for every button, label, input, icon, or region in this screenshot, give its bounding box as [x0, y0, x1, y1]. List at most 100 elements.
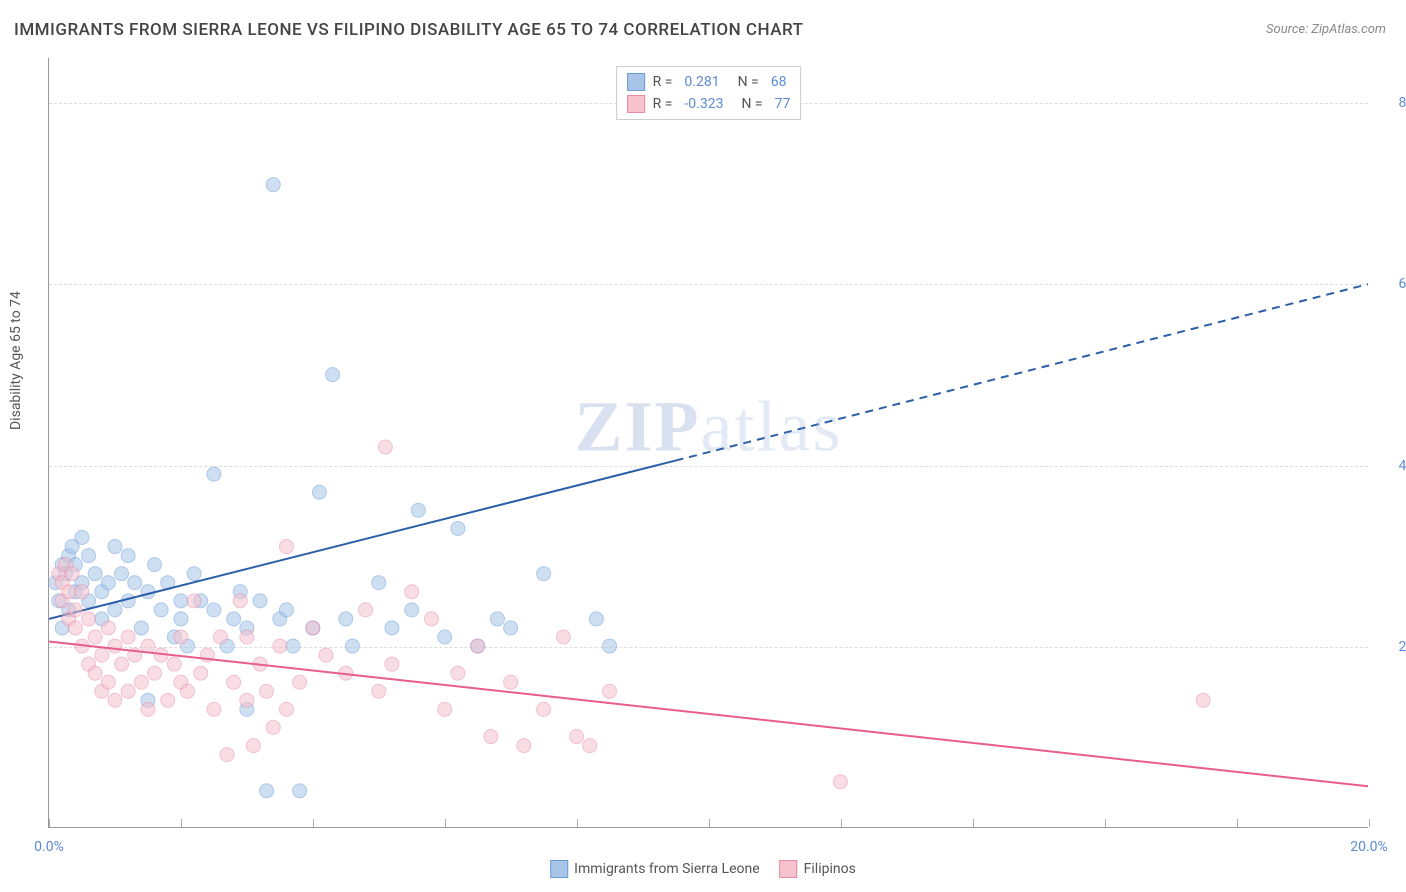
scatter-point — [556, 630, 570, 644]
scatter-point — [405, 585, 419, 599]
legend-bottom-swatch-0 — [550, 860, 568, 878]
legend-n-label: N = — [738, 74, 759, 90]
plot-svg — [49, 58, 1368, 827]
y-tick-label: 40.0% — [1381, 458, 1406, 474]
scatter-point — [484, 730, 498, 744]
scatter-point — [260, 784, 274, 798]
scatter-point — [504, 675, 518, 689]
scatter-point — [405, 603, 419, 617]
scatter-point — [312, 485, 326, 499]
scatter-point — [75, 585, 89, 599]
source-label: Source: ZipAtlas.com — [1266, 22, 1386, 37]
scatter-point — [570, 730, 584, 744]
scatter-point — [240, 630, 254, 644]
scatter-point — [181, 684, 195, 698]
legend-n-value-0: 68 — [771, 74, 787, 90]
scatter-point — [134, 621, 148, 635]
scatter-point — [279, 603, 293, 617]
scatter-point — [154, 603, 168, 617]
legend-swatch-1 — [627, 95, 645, 113]
scatter-point — [411, 503, 425, 517]
scatter-point — [167, 657, 181, 671]
scatter-point — [207, 702, 221, 716]
scatter-point — [121, 684, 135, 698]
scatter-point — [194, 666, 208, 680]
scatter-point — [108, 639, 122, 653]
scatter-point — [1196, 693, 1210, 707]
scatter-point — [62, 585, 76, 599]
scatter-point — [75, 531, 89, 545]
legend-bottom-label-1: Filipinos — [804, 861, 856, 877]
scatter-point — [134, 675, 148, 689]
scatter-point — [174, 630, 188, 644]
x-tick — [1369, 819, 1370, 827]
scatter-point — [68, 603, 82, 617]
scatter-point — [603, 684, 617, 698]
scatter-point — [174, 612, 188, 626]
scatter-point — [279, 540, 293, 554]
scatter-point — [471, 639, 485, 653]
scatter-point — [174, 594, 188, 608]
legend-r-label: R = — [653, 74, 673, 90]
scatter-point — [293, 675, 307, 689]
scatter-point — [95, 648, 109, 662]
scatter-point — [603, 639, 617, 653]
scatter-point — [253, 594, 267, 608]
scatter-point — [451, 666, 465, 680]
scatter-point — [438, 630, 452, 644]
scatter-point — [273, 639, 287, 653]
scatter-point — [293, 784, 307, 798]
scatter-point — [82, 612, 96, 626]
scatter-point — [517, 739, 531, 753]
x-tick-label: 20.0% — [1350, 839, 1388, 855]
scatter-point — [213, 630, 227, 644]
scatter-point — [425, 612, 439, 626]
x-tick-label: 0.0% — [34, 839, 64, 855]
scatter-point — [141, 702, 155, 716]
legend-row-series-1: R = -0.323 N = 77 — [627, 93, 791, 115]
scatter-point — [148, 666, 162, 680]
scatter-point — [108, 540, 122, 554]
y-tick-label: 60.0% — [1381, 276, 1406, 292]
scatter-point — [108, 693, 122, 707]
scatter-point — [372, 684, 386, 698]
scatter-point — [319, 648, 333, 662]
scatter-point — [339, 612, 353, 626]
legend-r-value-1: -0.323 — [684, 96, 723, 112]
legend-bottom-item-1: Filipinos — [780, 860, 856, 878]
scatter-point — [385, 621, 399, 635]
scatter-point — [490, 612, 504, 626]
scatter-point — [266, 720, 280, 734]
scatter-point — [451, 521, 465, 535]
scatter-point — [589, 612, 603, 626]
scatter-point — [161, 693, 175, 707]
scatter-point — [266, 178, 280, 192]
scatter-point — [108, 603, 122, 617]
y-tick-label: 80.0% — [1381, 95, 1406, 111]
scatter-point — [65, 567, 79, 581]
chart-container: IMMIGRANTS FROM SIERRA LEONE VS FILIPINO… — [0, 0, 1406, 892]
regression-line-dashed — [676, 284, 1368, 460]
scatter-point — [240, 693, 254, 707]
regression-line — [49, 461, 676, 619]
scatter-point — [148, 558, 162, 572]
scatter-point — [286, 639, 300, 653]
scatter-point — [233, 594, 247, 608]
scatter-point — [88, 630, 102, 644]
y-tick-label: 20.0% — [1381, 639, 1406, 655]
scatter-point — [220, 748, 234, 762]
scatter-point — [82, 549, 96, 563]
scatter-point — [68, 621, 82, 635]
legend-n-label: N = — [741, 96, 762, 112]
scatter-point — [187, 567, 201, 581]
scatter-point — [101, 675, 115, 689]
scatter-point — [115, 567, 129, 581]
scatter-point — [306, 621, 320, 635]
scatter-point — [101, 621, 115, 635]
scatter-point — [101, 576, 115, 590]
plot-area: R = 0.281 N = 68 R = -0.323 N = 77 ZIPat… — [48, 58, 1368, 828]
scatter-point — [246, 739, 260, 753]
scatter-point — [121, 549, 135, 563]
scatter-point — [504, 621, 518, 635]
scatter-point — [537, 702, 551, 716]
